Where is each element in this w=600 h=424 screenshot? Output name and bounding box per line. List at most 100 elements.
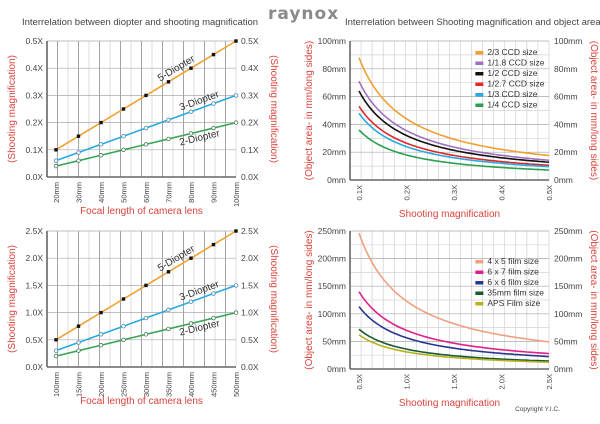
data-point (53, 158, 59, 163)
y-tick-label-right: 0.4X (241, 63, 259, 73)
data-point (189, 66, 193, 70)
data-point (211, 125, 216, 131)
y-tick-label-right: 80mm (554, 64, 578, 74)
x-tick-label: 300mm (142, 372, 151, 397)
y-axis-title-right: (Shooting magnification) (268, 245, 279, 353)
legend-label: 2/3 CCD size (487, 47, 537, 57)
data-point (53, 348, 59, 353)
series-curve (358, 334, 550, 363)
data-point (76, 150, 81, 155)
y-tick-label-left: 250mm (318, 226, 346, 236)
data-point (211, 242, 216, 247)
legend-label: 4 x 5 film size (487, 256, 539, 266)
y-axis-title-left: (Shooting magnification) (7, 55, 18, 163)
data-point (166, 80, 171, 84)
data-point (166, 326, 171, 332)
legend-label: 1/1.8 CCD size (487, 58, 544, 68)
y-tick-label-right: 0.2X (241, 118, 259, 128)
data-point (234, 229, 238, 233)
data-point (98, 142, 104, 147)
y-tick-label-left: 20mm (322, 147, 346, 157)
y-tick-label-left: 60mm (322, 92, 346, 102)
data-point (76, 134, 81, 138)
series-curve (358, 291, 550, 355)
y-tick-label-right: 100mm (554, 36, 582, 46)
legend-swatch (475, 302, 484, 306)
data-point (54, 338, 58, 342)
y-tick-label-right: 200mm (554, 254, 582, 264)
y-tick-label-left: 0.0X (26, 172, 44, 182)
x-axis-title: Focal length of camera lens (80, 396, 203, 407)
data-point (144, 283, 148, 288)
data-point (211, 101, 216, 106)
data-point (144, 93, 148, 98)
x-tick-label: 200mm (97, 372, 106, 397)
y-tick-label-right: 2.5X (241, 226, 259, 236)
data-point (211, 315, 216, 321)
legend-swatch (475, 72, 484, 76)
x-axis-title: Shooting magnification (399, 209, 500, 220)
legend-swatch (475, 270, 484, 274)
chart-diopter_short: 0.0X 0.0X 0.1X 0.1X 0.2X 0.2X 0.3X 0.3X 0.4X 0.4X… (7, 36, 279, 217)
y-axis-title-left: (Object area- in mm/long sides) (304, 41, 315, 181)
data-point (98, 332, 104, 337)
series-curve (358, 328, 550, 362)
data-point (99, 120, 103, 125)
data-point (188, 299, 194, 304)
y-tick-label-left: 50mm (322, 336, 346, 346)
y-tick-label-left: 150mm (318, 281, 346, 291)
data-point (211, 291, 216, 296)
x-tick-label: 0.1X (355, 185, 364, 200)
legend-swatch (475, 61, 484, 65)
data-point (233, 283, 239, 288)
x-tick-label: 50mm (120, 182, 129, 203)
y-tick-label-right: 0.5X (241, 36, 259, 46)
chart-title-object-area: Interrelation between Shooting magnifica… (345, 17, 600, 28)
data-point (166, 307, 171, 313)
x-tick-label: 350mm (165, 372, 174, 397)
series-curve (358, 90, 550, 163)
data-point (121, 297, 126, 301)
y-tick-label-left: 1.0X (26, 308, 44, 318)
data-point (188, 109, 194, 114)
y-tick-label-right: 250mm (554, 226, 582, 236)
x-tick-label: 250mm (120, 372, 129, 397)
legend-label: 1/2.7 CCD size (487, 79, 544, 89)
y-tick-label-right: 1.0X (241, 308, 259, 318)
y-tick-label-left: 0.2X (26, 118, 44, 128)
x-tick-label: 2.0X (498, 374, 507, 389)
x-tick-label: 70mm (165, 182, 174, 203)
data-point (188, 131, 194, 136)
raynox-logo: raynox (268, 4, 340, 24)
y-tick-label-left: 100mm (318, 309, 346, 319)
y-tick-label-right: 2.0X (241, 253, 259, 263)
y-tick-label-right: 0.0X (241, 172, 259, 182)
data-point (143, 332, 149, 337)
legend-swatch (475, 82, 484, 86)
data-point (98, 343, 104, 348)
x-tick-label: 30mm (75, 182, 84, 203)
y-tick-label-right: 0.1X (241, 145, 259, 155)
x-tick-label: 0.5X (545, 185, 554, 200)
data-point (54, 148, 58, 152)
y-tick-label-left: 80mm (322, 64, 346, 74)
data-point (234, 39, 238, 43)
chart-diopter_long: 0.0X 0.0X 0.5X 0.5X 1.0X 1.0X 1.5X 1.5X 2.0X 2.0X… (7, 226, 279, 407)
y-tick-label-left: 0mm (327, 364, 346, 374)
data-point (121, 133, 126, 139)
data-point (166, 136, 171, 142)
chart-film_area: 0mm 0mm 50mm 50mm 100mm 100mm 150mm 150mm 200mm 2… (304, 226, 599, 409)
x-tick-label: 40mm (97, 182, 106, 203)
data-point (98, 153, 104, 158)
data-point (233, 93, 239, 98)
series-curve (358, 129, 550, 171)
y-axis-title-left: (Object area- in mm/long sides) (304, 230, 315, 370)
y-tick-label-left: 2.5X (26, 226, 44, 236)
chart-ccd_area: 0mm 0mm 20mm 20mm 40mm 40mm 60mm 60mm 80mm 80mm 10… (304, 36, 599, 220)
legend-swatch (475, 260, 484, 264)
y-tick-label-left: 0.3X (26, 90, 44, 100)
y-axis-title-right: (Object area- in mm/long sides) (588, 230, 599, 370)
data-point (121, 337, 126, 342)
